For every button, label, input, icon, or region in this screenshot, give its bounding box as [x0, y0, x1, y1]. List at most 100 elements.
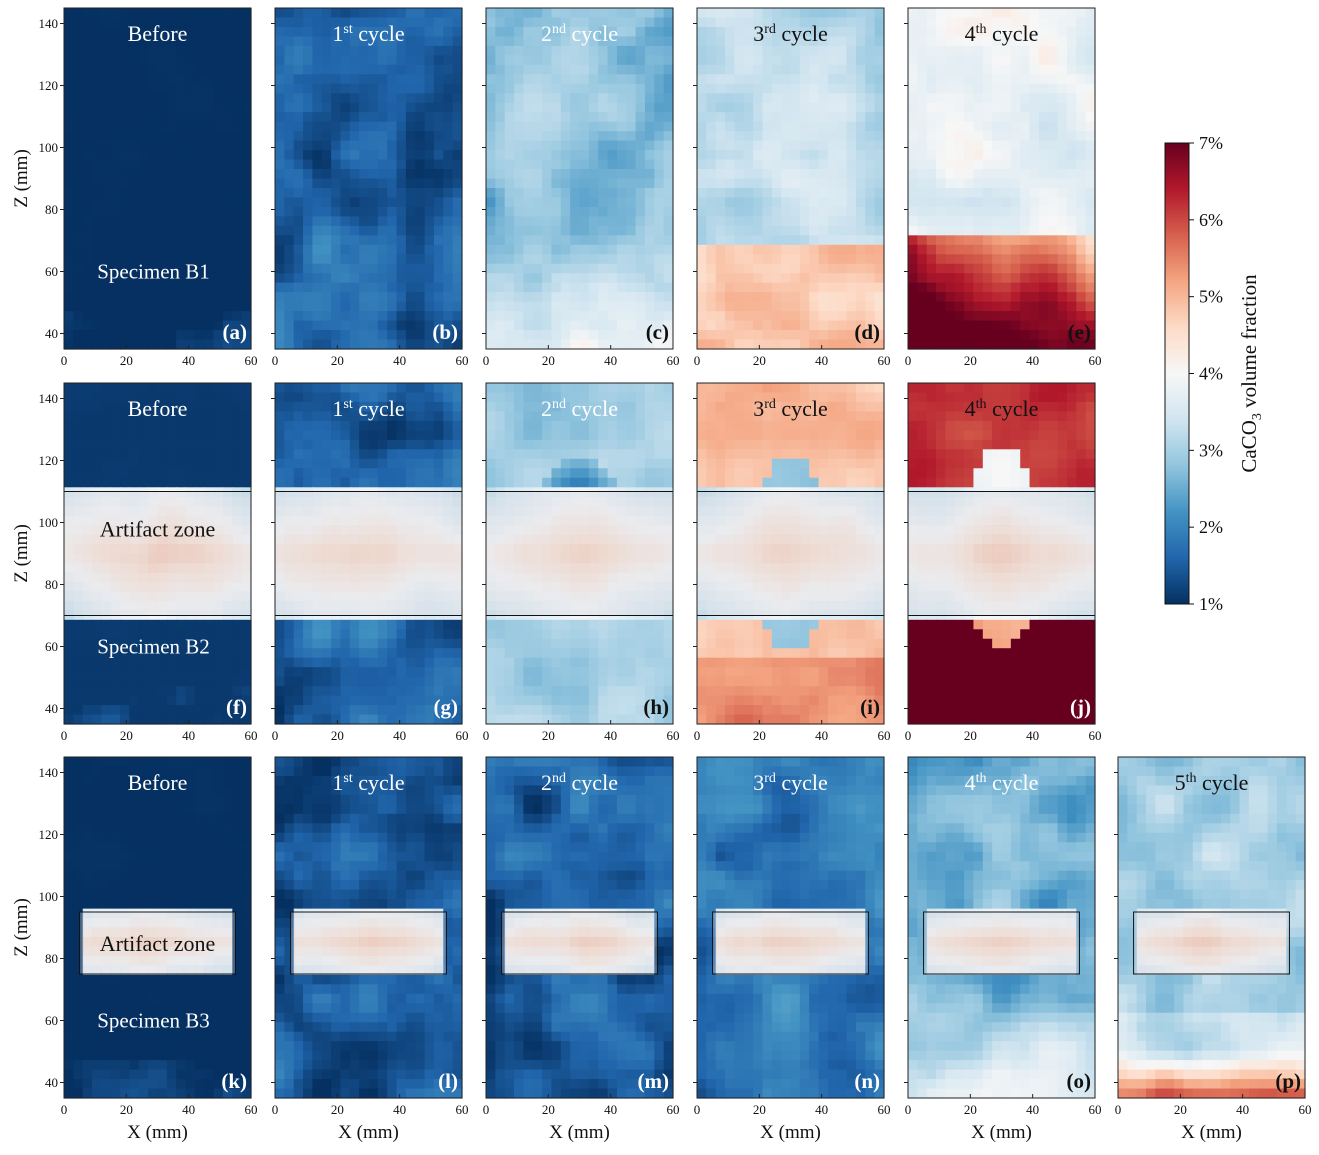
heatmap-cell [185, 553, 196, 564]
heatmap-cell [551, 187, 562, 199]
heatmap-cell [1057, 8, 1068, 19]
heatmap-cell [725, 55, 735, 66]
heatmap-cell [1076, 55, 1087, 66]
heatmap-cell [945, 197, 956, 208]
heatmap-cell [129, 131, 140, 142]
heatmap-cell [349, 383, 360, 394]
heatmap-cell [809, 131, 820, 142]
heatmap-cell [837, 64, 848, 75]
heatmap-cell [275, 112, 285, 123]
heatmap-cell [809, 254, 820, 265]
heatmap-cell [1029, 263, 1040, 274]
heatmap-cell [129, 392, 140, 403]
heatmap-cell [1076, 83, 1087, 94]
heatmap-cell [321, 216, 332, 227]
heatmap-cell [405, 197, 416, 208]
heatmap-cell [176, 8, 187, 19]
heatmap-cell [837, 26, 848, 38]
heatmap-cell [185, 581, 196, 592]
heatmap-cell [101, 420, 112, 431]
heatmap-cell [204, 411, 215, 422]
heatmap-cell [818, 197, 829, 208]
heatmap-cell [415, 187, 426, 199]
heatmap-cell [176, 401, 187, 413]
heatmap-cell [331, 64, 342, 75]
heatmap-cell [635, 159, 646, 170]
heatmap-cell [312, 401, 323, 413]
heatmap-cell [855, 263, 866, 274]
heatmap-cell [232, 544, 243, 555]
heatmap-cell [284, 150, 295, 161]
heatmap-cell [542, 254, 553, 265]
heatmap-cell [222, 705, 233, 716]
heatmap-cell [790, 197, 801, 208]
heatmap-cell [148, 629, 159, 640]
heatmap-cell [368, 292, 379, 303]
heatmap-cell [204, 320, 215, 331]
heatmap-cell [433, 581, 444, 592]
heatmap-cell [443, 581, 454, 592]
heatmap-cell [945, 292, 956, 303]
heatmap-cell [232, 562, 243, 574]
heatmap-cell [73, 487, 84, 498]
heatmap-cell [1085, 169, 1096, 180]
heatmap-cell [194, 140, 205, 151]
heatmap-cell [284, 263, 295, 274]
heatmap-cell [303, 383, 313, 394]
heatmap-cell [542, 263, 553, 274]
x-tick-label: 0 [61, 353, 68, 368]
heatmap-cell [166, 401, 177, 413]
heatmap-cell [635, 74, 646, 85]
heatmap-cell [138, 254, 149, 265]
heatmap-cell [616, 292, 627, 303]
heatmap-cell [185, 93, 196, 104]
heatmap-cell [129, 534, 140, 545]
heatmap-cell [185, 216, 196, 227]
heatmap-cell [1001, 112, 1012, 123]
heatmap-cell [992, 169, 1003, 180]
heatmap-cell [275, 458, 285, 469]
heatmap-cell [743, 93, 754, 104]
heatmap-cell [865, 235, 876, 246]
heatmap-cell [129, 83, 140, 94]
heatmap-cell [725, 159, 735, 170]
heatmap-cell [377, 26, 388, 38]
heatmap-cell [827, 339, 838, 350]
heatmap-cell [312, 301, 323, 312]
heatmap-cell [771, 121, 782, 132]
heatmap-cell [532, 206, 543, 217]
heatmap-cell [275, 339, 285, 350]
heatmap-cell [349, 244, 360, 255]
heatmap-cell [926, 339, 937, 350]
heatmap-cell [865, 244, 876, 255]
specimen-label: Specimen B1 [97, 260, 210, 284]
heatmap-cell [1001, 330, 1012, 341]
heatmap-cell [964, 330, 975, 341]
heatmap-cell [368, 401, 379, 413]
heatmap-cell [1076, 159, 1087, 170]
heatmap-cell [415, 544, 426, 555]
heatmap-cell [424, 525, 435, 536]
heatmap-cell [781, 121, 792, 132]
heatmap-cell [743, 112, 754, 123]
heatmap-cell [138, 392, 149, 403]
heatmap-cell [176, 74, 187, 85]
heatmap-cell [697, 187, 707, 199]
heatmap-cell [303, 619, 313, 630]
heatmap-cell [992, 83, 1003, 94]
heatmap-cell [532, 112, 543, 123]
heatmap-cell [846, 55, 857, 66]
heatmap-cell [504, 55, 515, 66]
heatmap-cell [312, 449, 323, 460]
heatmap-cell [523, 301, 534, 312]
heatmap-cell [874, 292, 885, 303]
heatmap-cell [504, 178, 515, 189]
heatmap-cell [359, 392, 370, 403]
heatmap-cell [973, 311, 984, 322]
heatmap-cell [964, 74, 975, 85]
heatmap-cell [64, 667, 74, 678]
heatmap-cell [129, 496, 140, 507]
heatmap-cell [964, 26, 975, 38]
heatmap-cell [837, 292, 848, 303]
heatmap-cell [982, 64, 993, 75]
